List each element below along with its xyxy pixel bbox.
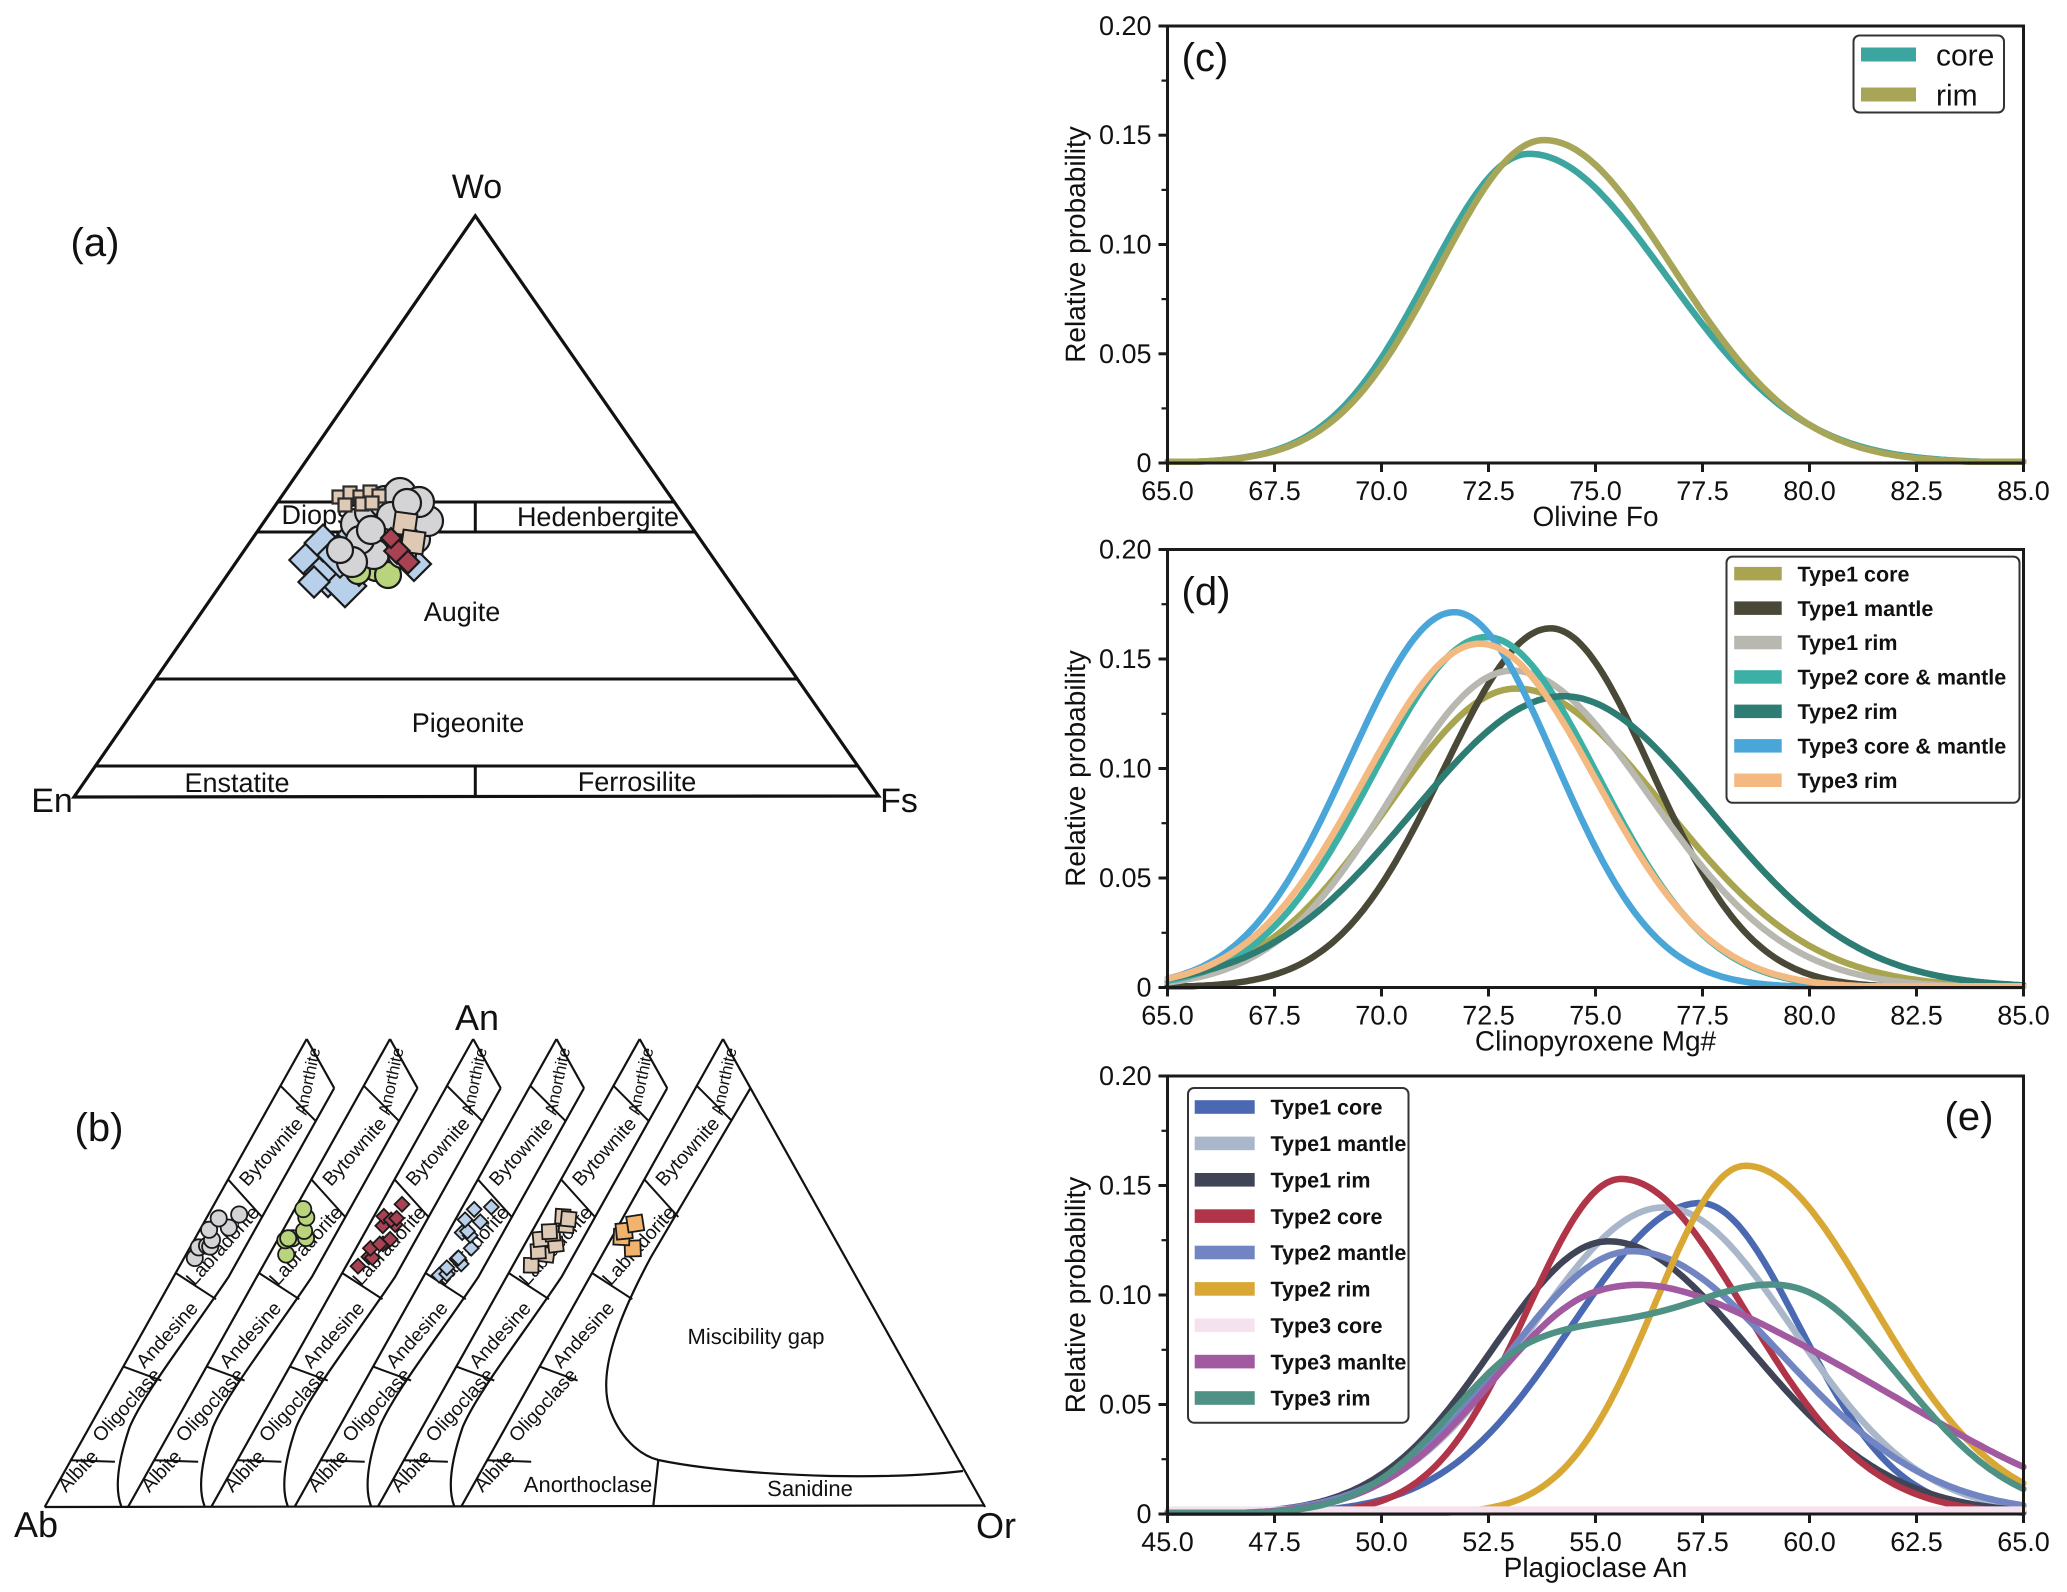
svg-text:75.0: 75.0 xyxy=(1569,476,1622,506)
svg-text:0.10: 0.10 xyxy=(1099,754,1152,784)
svg-text:Relative probability: Relative probability xyxy=(1060,126,1091,363)
svg-text:0.15: 0.15 xyxy=(1099,120,1152,150)
svg-text:Type1 rim: Type1 rim xyxy=(1271,1169,1371,1193)
svg-text:Enstatite: Enstatite xyxy=(184,768,289,798)
svg-text:(a): (a) xyxy=(71,221,120,265)
svg-text:72.5: 72.5 xyxy=(1462,1001,1515,1031)
svg-text:Type1 core: Type1 core xyxy=(1798,562,1910,586)
svg-text:Type1 mantle: Type1 mantle xyxy=(1798,597,1934,621)
svg-text:60.0: 60.0 xyxy=(1783,1527,1836,1557)
svg-text:47.5: 47.5 xyxy=(1248,1527,1301,1557)
svg-text:0: 0 xyxy=(1136,1499,1151,1529)
svg-text:55.0: 55.0 xyxy=(1569,1527,1622,1557)
svg-text:Type3 core: Type3 core xyxy=(1271,1314,1383,1338)
svg-text:Type2 rim: Type2 rim xyxy=(1271,1278,1371,1302)
svg-text:Relative probability: Relative probability xyxy=(1060,1177,1091,1414)
svg-text:Ferrosilite: Ferrosilite xyxy=(578,767,697,797)
svg-text:85.0: 85.0 xyxy=(1997,476,2050,506)
svg-text:62.5: 62.5 xyxy=(1890,1527,1943,1557)
svg-text:En: En xyxy=(31,782,73,820)
svg-text:0.15: 0.15 xyxy=(1099,1171,1152,1201)
svg-text:Type2 core: Type2 core xyxy=(1271,1205,1383,1229)
svg-text:Olivine Fo: Olivine Fo xyxy=(1532,501,1658,532)
svg-text:77.5: 77.5 xyxy=(1676,476,1729,506)
svg-text:0.05: 0.05 xyxy=(1099,1390,1152,1420)
svg-text:Miscibility gap: Miscibility gap xyxy=(688,1324,825,1349)
svg-text:82.5: 82.5 xyxy=(1890,1001,1943,1031)
svg-text:Type3 manlte: Type3 manlte xyxy=(1271,1350,1407,1374)
svg-text:67.5: 67.5 xyxy=(1248,476,1301,506)
svg-text:Type1 rim: Type1 rim xyxy=(1798,631,1898,655)
svg-text:77.5: 77.5 xyxy=(1676,1001,1729,1031)
svg-text:0.20: 0.20 xyxy=(1099,11,1152,41)
svg-text:0: 0 xyxy=(1136,973,1151,1003)
svg-text:Type3 rim: Type3 rim xyxy=(1271,1387,1371,1411)
svg-text:65.0: 65.0 xyxy=(1141,1001,1194,1031)
svg-text:70.0: 70.0 xyxy=(1355,476,1408,506)
svg-text:An: An xyxy=(455,997,499,1038)
svg-text:Ab: Ab xyxy=(14,1504,58,1545)
svg-text:57.5: 57.5 xyxy=(1676,1527,1729,1557)
svg-text:Type1 core: Type1 core xyxy=(1271,1096,1383,1120)
svg-text:65.0: 65.0 xyxy=(1997,1527,2050,1557)
svg-text:82.5: 82.5 xyxy=(1890,476,1943,506)
svg-text:Type2 core & mantle: Type2 core & mantle xyxy=(1798,666,2007,690)
svg-text:0.05: 0.05 xyxy=(1099,339,1152,369)
svg-text:72.5: 72.5 xyxy=(1462,476,1515,506)
svg-text:Type3 rim: Type3 rim xyxy=(1798,769,1898,793)
svg-text:Type3 core & mantle: Type3 core & mantle xyxy=(1798,735,2007,759)
svg-text:Relative probability: Relative probability xyxy=(1060,650,1091,887)
svg-text:Type2 mantle: Type2 mantle xyxy=(1271,1241,1407,1265)
svg-text:85.0: 85.0 xyxy=(1997,1001,2050,1031)
svg-text:0.20: 0.20 xyxy=(1099,1061,1152,1091)
svg-text:80.0: 80.0 xyxy=(1783,1001,1836,1031)
svg-text:(b): (b) xyxy=(75,1106,124,1150)
svg-text:(e): (e) xyxy=(1945,1095,1994,1139)
svg-text:0.10: 0.10 xyxy=(1099,230,1152,260)
svg-text:Pigeonite: Pigeonite xyxy=(412,708,525,738)
svg-text:0.20: 0.20 xyxy=(1099,535,1152,565)
svg-text:67.5: 67.5 xyxy=(1248,1001,1301,1031)
svg-text:Or: Or xyxy=(976,1505,1016,1546)
svg-text:80.0: 80.0 xyxy=(1783,476,1836,506)
svg-text:Augite: Augite xyxy=(424,597,501,627)
svg-text:Wo: Wo xyxy=(452,168,502,206)
svg-text:Type1 mantle: Type1 mantle xyxy=(1271,1132,1407,1156)
svg-text:(d): (d) xyxy=(1182,570,1231,614)
svg-text:core: core xyxy=(1936,39,1994,72)
svg-text:Fs: Fs xyxy=(880,782,918,820)
svg-text:52.5: 52.5 xyxy=(1462,1527,1515,1557)
svg-text:Plagioclase An: Plagioclase An xyxy=(1504,1552,1688,1583)
svg-text:Clinopyroxene Mg#: Clinopyroxene Mg# xyxy=(1475,1026,1717,1057)
svg-text:0.10: 0.10 xyxy=(1099,1280,1152,1310)
svg-text:Sanidine: Sanidine xyxy=(767,1476,853,1501)
svg-text:65.0: 65.0 xyxy=(1141,476,1194,506)
svg-text:50.0: 50.0 xyxy=(1355,1527,1408,1557)
svg-text:70.0: 70.0 xyxy=(1355,1001,1408,1031)
svg-text:45.0: 45.0 xyxy=(1141,1527,1194,1557)
svg-text:(c): (c) xyxy=(1182,36,1229,80)
svg-text:0: 0 xyxy=(1136,448,1151,478)
svg-text:Type2 rim: Type2 rim xyxy=(1798,700,1898,724)
svg-text:75.0: 75.0 xyxy=(1569,1001,1622,1031)
svg-text:rim: rim xyxy=(1936,79,1978,112)
svg-text:0.15: 0.15 xyxy=(1099,644,1152,674)
svg-text:Anorthoclase: Anorthoclase xyxy=(524,1472,652,1497)
svg-text:Hedenbergite: Hedenbergite xyxy=(517,502,679,532)
svg-text:0.05: 0.05 xyxy=(1099,863,1152,893)
